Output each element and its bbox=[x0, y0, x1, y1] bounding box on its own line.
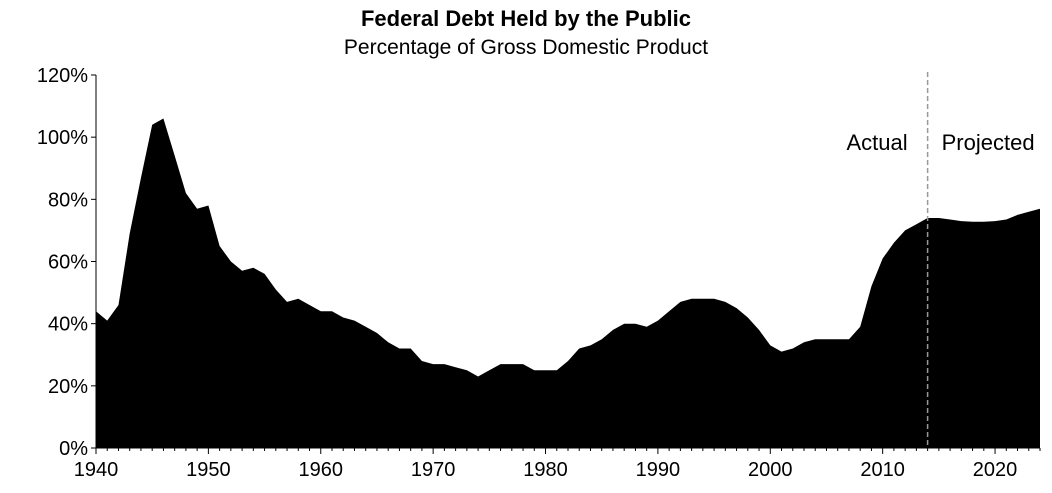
x-tick-label: 1970 bbox=[411, 459, 456, 481]
axis-layer bbox=[91, 72, 1041, 454]
x-tick-label: 2000 bbox=[748, 459, 793, 481]
x-tick-label: 1940 bbox=[74, 459, 119, 481]
x-tick-label: 2010 bbox=[860, 459, 905, 481]
y-tick-label: 40% bbox=[48, 314, 88, 336]
y-tick-label: 120% bbox=[37, 65, 88, 87]
x-tick-labels: 1940 1950 1960 1970 1980 1990 2000 2010 2020 bbox=[74, 459, 1018, 481]
projected-annotation: Projected bbox=[942, 130, 1035, 155]
chart-subtitle: Percentage of Gross Domestic Product bbox=[343, 36, 709, 59]
x-tick-label: 1960 bbox=[299, 459, 344, 481]
y-tick-label: 100% bbox=[37, 127, 88, 149]
x-tick-label: 1950 bbox=[186, 459, 231, 481]
x-tick-label: 1990 bbox=[636, 459, 681, 481]
series-area bbox=[96, 118, 1040, 448]
x-tick-label: 1980 bbox=[523, 459, 568, 481]
y-tick-label: 80% bbox=[48, 189, 88, 211]
area-layer bbox=[96, 118, 1040, 448]
y-tick-label: 0% bbox=[59, 438, 88, 460]
y-tick-label: 20% bbox=[48, 376, 88, 398]
annotation-layer: Actual Projected bbox=[846, 130, 1034, 155]
y-tick-label: 60% bbox=[48, 252, 88, 274]
y-tick-labels: 0% 20% 40% 60% 80% 100% 120% bbox=[37, 65, 88, 460]
actual-annotation: Actual bbox=[846, 130, 907, 155]
chart-title: Federal Debt Held by the Public bbox=[360, 6, 692, 31]
x-tick-label: 2020 bbox=[973, 459, 1018, 481]
